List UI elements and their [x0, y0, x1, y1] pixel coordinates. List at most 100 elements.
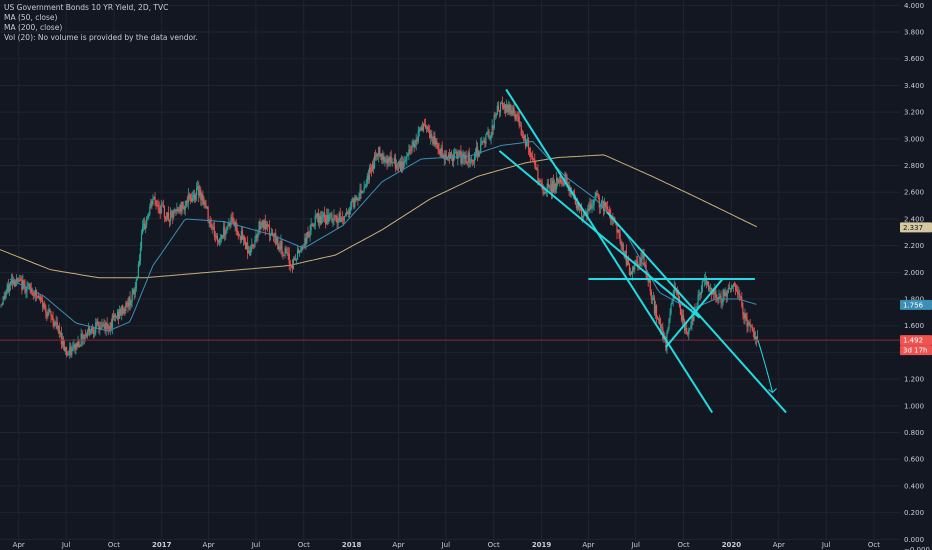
last-price-tag-bg: [900, 335, 932, 346]
candle-body: [48, 308, 50, 313]
candle-body: [744, 313, 746, 319]
candle-body: [440, 147, 442, 156]
candle-body: [660, 323, 662, 329]
candle-body: [562, 182, 564, 185]
candle-body: [239, 235, 241, 241]
candle-body: [181, 202, 183, 212]
candle-body: [24, 283, 26, 293]
y-tick-label: 0.200: [904, 509, 924, 517]
candle-body: [113, 315, 116, 317]
trendlines[interactable]: [498, 88, 787, 414]
candle-body: [528, 149, 531, 153]
candle-body: [199, 189, 201, 196]
candle-body: [309, 230, 311, 237]
candle-body: [728, 287, 730, 289]
candle-body: [450, 152, 453, 155]
candle-body: [483, 140, 485, 143]
countdown-tag: 3d 17h: [903, 347, 927, 355]
candle-body: [340, 217, 342, 222]
candle-body: [531, 156, 533, 157]
candle-body: [424, 125, 427, 128]
candle-body: [0, 304, 2, 306]
candle-body: [741, 298, 743, 307]
candle-body: [173, 210, 175, 218]
y-tick-label: 3.400: [904, 82, 924, 90]
candle-body: [300, 250, 302, 252]
candle-body: [307, 232, 309, 236]
candle-body: [753, 332, 755, 341]
candle-body: [492, 125, 494, 129]
candle-body: [28, 284, 30, 287]
candle-body: [627, 259, 630, 265]
candle-body: [288, 253, 290, 264]
candle-body: [648, 279, 650, 283]
candle-body: [672, 296, 674, 301]
candle-body: [561, 182, 563, 184]
candle-body: [389, 156, 391, 162]
candle-body: [190, 198, 193, 202]
candle-body: [616, 224, 618, 233]
candle-body: [175, 209, 177, 211]
candle-body: [222, 235, 224, 238]
candle-body: [689, 328, 691, 330]
candle-body: [215, 235, 218, 237]
candle-body: [714, 290, 716, 295]
candle-body: [360, 190, 362, 194]
candle-body: [516, 114, 518, 116]
candle-body: [633, 267, 635, 271]
x-tick-label: Oct: [108, 541, 120, 549]
candle-body: [347, 213, 350, 215]
candle-body: [730, 286, 733, 290]
candle-body: [507, 104, 509, 112]
candle-body: [363, 187, 365, 191]
candle-body: [264, 220, 266, 230]
candle-body: [172, 212, 174, 218]
candle-body: [133, 289, 135, 295]
candle-body: [510, 110, 512, 114]
candle-body: [6, 284, 8, 292]
candle-body: [513, 107, 515, 112]
candle-body: [162, 205, 164, 207]
candle-body: [51, 316, 53, 318]
candle-body: [718, 296, 720, 300]
price-axis[interactable]: 4.000 3.800 3.600 3.400 3.200 3.000 2.800 2.600…: [904, 2, 930, 550]
candle-body: [371, 163, 374, 171]
candle-body: [23, 280, 25, 284]
y-tick-label: −0.000: [904, 546, 930, 550]
candle-body: [230, 217, 232, 226]
candle-body: [457, 156, 459, 159]
candle-body: [50, 311, 52, 317]
candle-body: [125, 302, 127, 311]
candle-body: [429, 131, 431, 139]
candle-body: [433, 136, 435, 145]
candle-body: [692, 316, 694, 321]
candle-body: [267, 224, 270, 227]
candle-body: [341, 217, 343, 220]
candle-body: [596, 192, 598, 196]
candle-body: [645, 265, 647, 276]
time-axis[interactable]: Apr Jul Oct 2017 Apr Jul Oct 2018 Apr Jul Oct 2019 A…: [13, 541, 881, 549]
countdown-tag-bg: [900, 345, 932, 356]
candle-body: [336, 216, 338, 224]
candle-body: [295, 258, 298, 260]
candle-body: [223, 226, 225, 238]
candle-body: [515, 114, 517, 120]
candle-body: [37, 296, 40, 299]
candle-body: [79, 345, 81, 347]
candle-body: [88, 327, 91, 333]
candle-body: [184, 205, 186, 211]
y-tick-label: 2.000: [904, 269, 924, 277]
candle-body: [579, 209, 582, 210]
candle-body: [650, 291, 652, 300]
candle-body: [519, 125, 521, 127]
candle-body: [565, 173, 567, 178]
candle-body: [299, 251, 301, 254]
candle-body: [313, 225, 315, 227]
candle-body: [212, 226, 214, 228]
candle-body: [437, 144, 439, 150]
candle-body: [412, 141, 414, 146]
candle-body: [236, 229, 238, 232]
candle-body: [176, 208, 178, 211]
candle-body: [53, 322, 55, 326]
